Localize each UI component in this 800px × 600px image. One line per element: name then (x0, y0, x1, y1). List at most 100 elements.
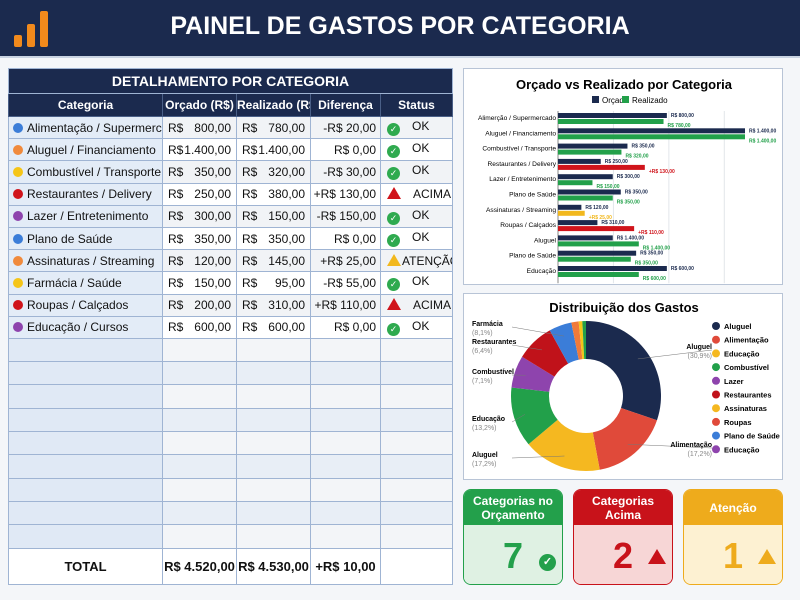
table-row[interactable]: Assinaturas / Streaming R$ 120,00 R$ 145,00 +… (8, 249, 454, 273)
empty-cell (162, 477, 237, 502)
table-row[interactable]: Aluguel / Financiamento R$ 1.400,00 R$ 1.400… (8, 138, 454, 162)
empty-cell (236, 477, 311, 502)
empty-cell (236, 454, 311, 479)
bar-orcado (558, 189, 621, 195)
leader-line (511, 414, 526, 423)
category-name: Alimentação / Supermercado (27, 120, 162, 135)
data-label: R$ 600,00 (671, 266, 694, 272)
empty-cell (310, 454, 381, 479)
empty-cell (162, 361, 237, 386)
slice-percent: (8,1%) (472, 330, 493, 337)
legend-dot (712, 445, 720, 454)
slice-label: Restaurantes (472, 339, 516, 346)
data-label: R$ 150,00 (596, 184, 619, 190)
category-dot-icon (13, 122, 23, 133)
table-row[interactable]: Educação / Cursos R$ 600,00 R$ 600,00 R$ 0,00… (8, 315, 454, 339)
realizado-value: R$ 600,00 (238, 320, 310, 334)
realizado-cell: R$ 1.400,00 (236, 138, 311, 162)
empty-cell (162, 454, 237, 479)
table-row[interactable]: Plano de Saúde R$ 350,00 R$ 350,00 R$ 0,00 ✓ OK (8, 226, 454, 251)
legend-dot (712, 335, 720, 344)
difference-cell: -R$ 150,00 (310, 204, 381, 228)
kpi-card: Atenção 1 (683, 489, 783, 585)
status-cell: ✓ OK (379, 138, 454, 162)
currency-label: R$ (242, 275, 258, 290)
orcado-cell: R$ 800,00 (162, 115, 237, 140)
status-label: OK (412, 119, 430, 134)
kpi-title: Categorias Acima (574, 490, 672, 525)
empty-cell (8, 454, 163, 479)
realizado-value: R$ 95,00 (238, 275, 310, 290)
table-row[interactable]: Farmácia / Saúde R$ 150,00 R$ 95,00 -R$ 55,00… (8, 271, 454, 295)
slice-percent: (6,4%) (472, 348, 493, 355)
data-label: R$ 1.400,00 (749, 128, 776, 134)
warning-icon (387, 298, 401, 311)
empty-cell (8, 524, 163, 549)
data-label: R$ 1.400,00 (643, 245, 670, 251)
category-tick-label: Aluguel (534, 237, 557, 244)
currency-label: R$ (168, 209, 184, 224)
kpi-number: 1 (722, 535, 744, 576)
bar-orcado (558, 158, 601, 164)
realizado-amount: 320,00 (268, 164, 305, 179)
legend-label: Aluguel (724, 322, 752, 331)
orcado-value: R$ 350,00 (164, 231, 236, 246)
column-header: Status (379, 93, 454, 117)
data-label: R$ 120,00 (585, 205, 608, 211)
table-row[interactable]: Restaurantes / Delivery R$ 250,00 R$ 380,00 +… (8, 182, 454, 206)
slice-percent: (13,2%) (472, 425, 497, 432)
data-label: R$ 780,00 (668, 123, 691, 129)
empty-cell (236, 500, 311, 526)
empty-cell (379, 337, 454, 363)
bar-realizado (558, 241, 639, 247)
table-row[interactable]: Alimentação / Supermercado R$ 800,00 R$ 780,… (8, 115, 454, 140)
difference-cell: R$ 0,00 (310, 226, 381, 251)
orcado-value: R$ 150,00 (164, 276, 236, 290)
bar-realizado (558, 210, 585, 216)
currency-label: R$ (168, 164, 184, 179)
table-row[interactable]: Roupas / Calçados R$ 200,00 R$ 310,00 +R$ 110… (8, 293, 454, 317)
realizado-cell: R$ 320,00 (236, 160, 311, 184)
bar-realizado (558, 149, 622, 155)
bar-realizado (558, 256, 631, 262)
legend-dot (712, 363, 720, 372)
status-cell: ATENÇÃO (379, 249, 454, 273)
category-tick-label: Alimerção / Supermercado (478, 115, 556, 122)
slice-label: Educação (472, 416, 505, 423)
bar-orcado (558, 204, 582, 210)
orcado-value: R$ 1.400,00 (164, 143, 236, 157)
data-label: R$ 310,00 (601, 220, 624, 226)
slice-label: Aluguel (686, 344, 712, 351)
data-label: R$ 600,00 (643, 276, 666, 282)
orcado-value: R$ 300,00 (164, 209, 236, 224)
column-header: Categoria (8, 93, 163, 117)
bar-realizado (558, 272, 639, 277)
chart-title: Orçado vs Realizado por Categoria (516, 77, 733, 92)
page-title: PAINEL DE GASTOS POR CATEGORIA (170, 12, 630, 40)
table-row[interactable]: Lazer / Entretenimento R$ 300,00 R$ 150,00 -R… (8, 204, 454, 228)
data-label: +R$ 110,00 (638, 230, 664, 236)
table-row[interactable]: Combustível / Transporte R$ 350,00 R$ 320,00… (8, 160, 454, 184)
legend-dot (712, 404, 720, 413)
orcado-cell: R$ 150,00 (162, 271, 237, 295)
empty-cell (8, 407, 163, 433)
legend-dot (712, 390, 720, 399)
total-realizado: R$ 4.530,00 (236, 547, 311, 585)
legend-label: Restaurantes (724, 391, 772, 400)
orcado-amount: 250,00 (194, 187, 231, 202)
orcado-amount: 350,00 (194, 231, 231, 246)
category-cell: Assinaturas / Streaming (8, 249, 163, 273)
orcado-amount: 350,00 (194, 164, 231, 179)
realizado-cell: R$ 600,00 (236, 315, 311, 339)
category-dot-icon (13, 255, 23, 266)
status-cell: ✓ OK (379, 204, 454, 228)
realizado-value: R$ 1.400,00 (238, 143, 310, 157)
bar-orcado (558, 220, 598, 226)
orcado-cell: R$ 120,00 (162, 249, 237, 273)
status-cell: ACIMA (379, 293, 454, 317)
check-circle-icon: ✓ (387, 234, 400, 248)
slice-percent: (17,2%) (472, 461, 497, 468)
empty-cell (162, 524, 237, 549)
leader-line (511, 344, 543, 351)
category-tick-label: Restaurantes / Delivery (487, 161, 556, 168)
